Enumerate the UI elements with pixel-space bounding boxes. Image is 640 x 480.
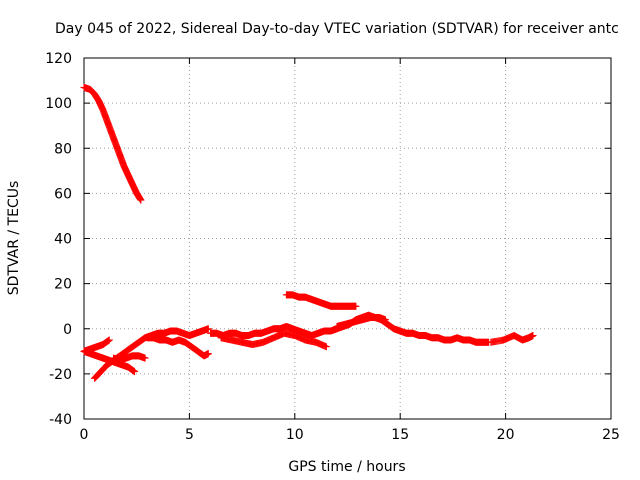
x-tick-label: 20	[497, 427, 515, 443]
y-tick-label: 0	[63, 322, 72, 338]
data-point	[141, 354, 149, 362]
chart-title: Day 045 of 2022, Sidereal Day-to-day VTE…	[55, 21, 619, 37]
series-arc-rising	[91, 325, 212, 382]
y-tick-label: 100	[45, 96, 72, 112]
data-point	[381, 316, 389, 324]
series-arc-mid-branch	[217, 329, 330, 351]
series-arc-high	[80, 83, 145, 204]
data-point	[131, 368, 139, 376]
series-arc-late-branch	[333, 313, 389, 330]
plot-frame	[83, 57, 612, 420]
series-arc-upper	[282, 291, 360, 310]
data-point	[204, 350, 212, 358]
y-tick-label: 20	[54, 277, 72, 293]
y-tick-label: -40	[49, 412, 72, 428]
axis-ticks: 0 5 10 15 20 25 -40 -20 0 20 40 60 80 100 120	[45, 51, 620, 443]
data-point	[137, 196, 145, 204]
grid-lines	[84, 58, 611, 419]
x-tick-label: 5	[185, 427, 194, 443]
series-scatter-tail	[487, 332, 537, 346]
y-tick-label: 120	[45, 51, 72, 67]
x-tick-label: 25	[602, 427, 620, 443]
y-tick-label: 80	[54, 141, 72, 157]
data-points	[80, 83, 537, 382]
y-tick-label: 40	[54, 232, 72, 248]
data-point	[529, 332, 537, 340]
data-point	[204, 325, 212, 333]
data-point	[105, 336, 113, 344]
x-tick-label: 10	[286, 427, 304, 443]
y-tick-label: 60	[54, 186, 72, 202]
data-point	[322, 343, 330, 351]
y-tick-label: -20	[49, 367, 72, 383]
series-arc-mid-low	[143, 334, 212, 360]
data-point	[352, 302, 360, 310]
x-axis-label: GPS time / hours	[288, 459, 405, 475]
x-tick-label: 15	[391, 427, 409, 443]
series-arc-early-flat	[80, 336, 113, 355]
series-arc-small-dip	[110, 352, 149, 364]
x-tick-label: 0	[80, 427, 89, 443]
y-axis-label: SDTVAR / TECUs	[6, 181, 22, 296]
